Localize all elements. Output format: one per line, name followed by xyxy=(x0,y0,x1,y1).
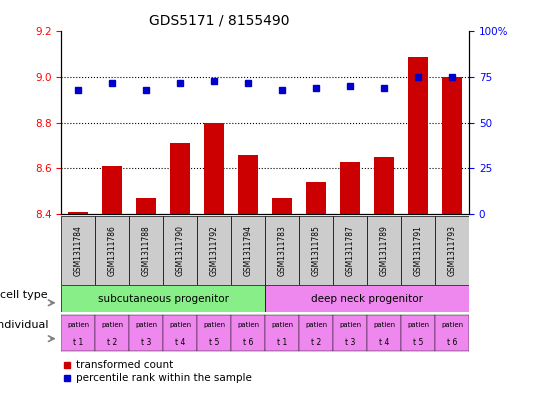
Bar xyxy=(333,315,367,351)
Bar xyxy=(442,77,462,214)
Bar xyxy=(129,216,163,285)
Text: individual: individual xyxy=(0,320,48,330)
Bar xyxy=(231,216,265,285)
Bar xyxy=(238,155,259,214)
Bar xyxy=(272,198,292,214)
Bar xyxy=(61,285,265,312)
Text: t 3: t 3 xyxy=(141,338,151,347)
Bar xyxy=(197,315,231,351)
Bar xyxy=(401,315,435,351)
Text: subcutaneous progenitor: subcutaneous progenitor xyxy=(98,294,229,304)
Bar xyxy=(435,216,469,285)
Bar xyxy=(163,315,197,351)
Bar xyxy=(61,315,95,351)
Text: GSM1311794: GSM1311794 xyxy=(244,225,253,276)
Bar xyxy=(102,166,123,214)
Bar xyxy=(61,216,95,285)
Text: patien: patien xyxy=(407,322,429,328)
Bar xyxy=(265,216,299,285)
Text: GSM1311787: GSM1311787 xyxy=(345,225,354,276)
Bar xyxy=(367,315,401,351)
Text: GSM1311789: GSM1311789 xyxy=(379,225,389,276)
Text: t 2: t 2 xyxy=(107,338,117,347)
Text: deep neck progenitor: deep neck progenitor xyxy=(311,294,423,304)
Text: patien: patien xyxy=(441,322,463,328)
Text: patien: patien xyxy=(203,322,225,328)
Bar xyxy=(299,315,333,351)
Bar xyxy=(374,157,394,214)
Bar xyxy=(231,315,265,351)
Bar xyxy=(197,216,231,285)
Bar xyxy=(163,216,197,285)
Text: GSM1311793: GSM1311793 xyxy=(448,225,457,276)
Bar xyxy=(401,216,435,285)
Text: GSM1311788: GSM1311788 xyxy=(142,225,151,276)
Text: t 5: t 5 xyxy=(209,338,220,347)
Bar xyxy=(95,216,129,285)
Text: patien: patien xyxy=(67,322,90,328)
Text: GSM1311784: GSM1311784 xyxy=(74,225,83,276)
Text: t 2: t 2 xyxy=(311,338,321,347)
Text: percentile rank within the sample: percentile rank within the sample xyxy=(76,373,252,383)
Text: t 5: t 5 xyxy=(413,338,423,347)
Bar xyxy=(306,182,326,214)
Bar xyxy=(204,123,224,214)
Text: patien: patien xyxy=(339,322,361,328)
Text: t 3: t 3 xyxy=(345,338,356,347)
Text: patien: patien xyxy=(305,322,327,328)
Bar xyxy=(136,198,157,214)
Bar xyxy=(340,162,360,214)
Bar xyxy=(435,315,469,351)
Bar xyxy=(299,216,333,285)
Text: patien: patien xyxy=(169,322,191,328)
Text: t 4: t 4 xyxy=(175,338,185,347)
Text: patien: patien xyxy=(237,322,259,328)
Bar xyxy=(129,315,163,351)
Text: patien: patien xyxy=(101,322,123,328)
Text: t 1: t 1 xyxy=(73,338,83,347)
Text: GDS5171 / 8155490: GDS5171 / 8155490 xyxy=(149,14,290,28)
Text: t 1: t 1 xyxy=(277,338,287,347)
Text: t 6: t 6 xyxy=(243,338,253,347)
Text: t 4: t 4 xyxy=(379,338,389,347)
Text: GSM1311790: GSM1311790 xyxy=(176,225,185,276)
Text: GSM1311785: GSM1311785 xyxy=(312,225,321,276)
Text: patien: patien xyxy=(135,322,157,328)
Bar xyxy=(265,285,469,312)
Text: patien: patien xyxy=(373,322,395,328)
Text: transformed count: transformed count xyxy=(76,360,173,370)
Bar xyxy=(367,216,401,285)
Text: GSM1311792: GSM1311792 xyxy=(209,225,219,276)
Text: cell type: cell type xyxy=(1,290,48,299)
Text: GSM1311786: GSM1311786 xyxy=(108,225,117,276)
Text: GSM1311783: GSM1311783 xyxy=(278,225,287,276)
Bar xyxy=(408,57,429,214)
Bar xyxy=(95,315,129,351)
Text: t 6: t 6 xyxy=(447,338,457,347)
Bar xyxy=(333,216,367,285)
Text: GSM1311791: GSM1311791 xyxy=(414,225,423,276)
Text: patien: patien xyxy=(271,322,293,328)
Bar xyxy=(265,315,299,351)
Bar xyxy=(170,143,190,214)
Bar xyxy=(68,212,88,214)
